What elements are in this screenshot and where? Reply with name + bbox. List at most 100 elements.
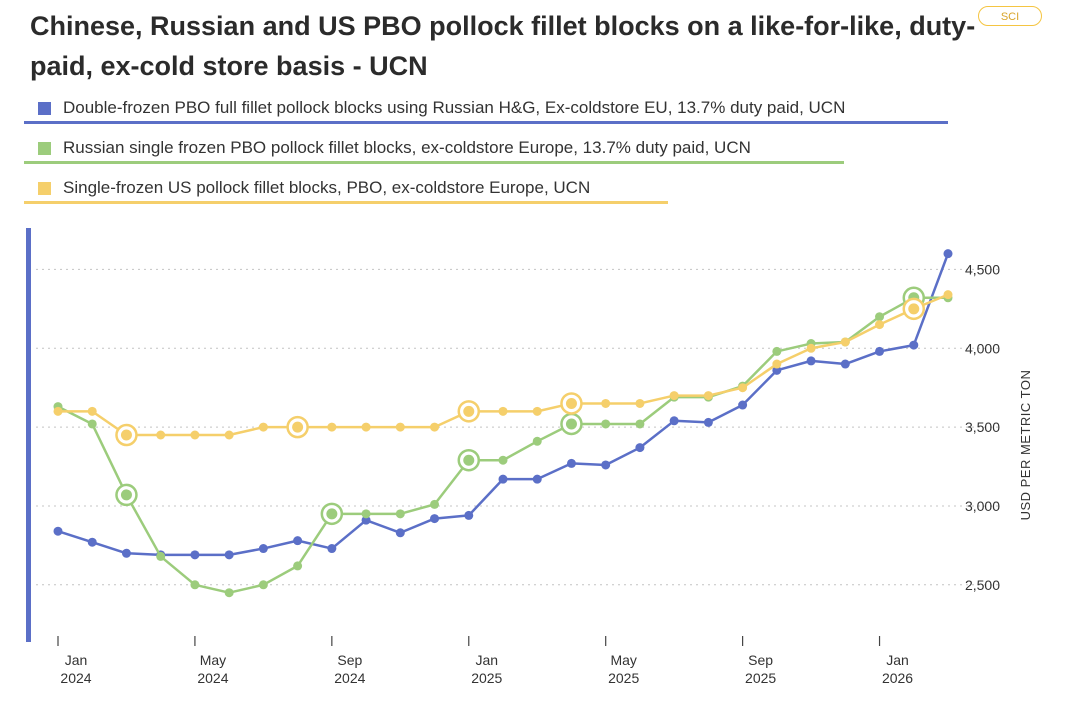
series-2-point[interactable] bbox=[224, 430, 234, 440]
series-2-point[interactable] bbox=[258, 422, 268, 432]
x-tick-label-year: 2024 bbox=[197, 670, 228, 686]
legend-swatch-green bbox=[38, 141, 51, 155]
legend-swatch-blue bbox=[38, 101, 51, 115]
series-0-point[interactable] bbox=[361, 515, 371, 525]
series-0-point[interactable] bbox=[190, 550, 200, 560]
series-0-point[interactable] bbox=[430, 514, 440, 524]
series-2-point[interactable] bbox=[292, 421, 304, 433]
y-tick-label: 4,500 bbox=[965, 261, 1000, 277]
x-tick-label-year: 2026 bbox=[882, 670, 913, 686]
series-1-point[interactable] bbox=[258, 580, 268, 590]
series-1-point[interactable] bbox=[395, 509, 405, 519]
series-2-point[interactable] bbox=[703, 391, 713, 401]
series-0-point[interactable] bbox=[53, 526, 63, 536]
chart-legend: Double-frozen PBO full fillet pollock bl… bbox=[24, 88, 964, 208]
series-1-point[interactable] bbox=[463, 454, 475, 466]
series-2-point[interactable] bbox=[806, 343, 816, 353]
legend-item-russian-single-frozen[interactable]: Russian single frozen PBO pollock fillet… bbox=[24, 128, 964, 168]
series-0-point[interactable] bbox=[224, 550, 234, 560]
series-2-point[interactable] bbox=[190, 430, 200, 440]
series-0-point[interactable] bbox=[293, 536, 303, 546]
series-2-point[interactable] bbox=[53, 406, 63, 416]
series-line-0[interactable] bbox=[57, 253, 950, 557]
series-1-point[interactable] bbox=[224, 588, 234, 598]
series-2-point[interactable] bbox=[156, 430, 166, 440]
series-1-point[interactable] bbox=[635, 419, 645, 429]
series-0-point[interactable] bbox=[498, 474, 508, 484]
series-1-point[interactable] bbox=[190, 580, 200, 590]
x-tick-label-year: 2025 bbox=[471, 670, 502, 686]
series-2-point[interactable] bbox=[565, 397, 577, 409]
series-2-point[interactable] bbox=[908, 303, 920, 315]
series-1-point[interactable] bbox=[601, 419, 611, 429]
x-tick-label-month: Sep bbox=[748, 652, 773, 668]
series-0-point[interactable] bbox=[532, 474, 542, 484]
series-0-point[interactable] bbox=[738, 400, 748, 410]
series-2-point[interactable] bbox=[532, 406, 542, 416]
series-2-point[interactable] bbox=[840, 337, 850, 347]
series-0-point[interactable] bbox=[806, 356, 816, 366]
series-0-point[interactable] bbox=[87, 537, 97, 547]
y-axis-title: USD PER METRIC TON bbox=[1018, 370, 1033, 521]
series-1-point[interactable] bbox=[120, 489, 132, 501]
sci-badge[interactable]: SCI bbox=[978, 6, 1042, 26]
series-2-point[interactable] bbox=[463, 405, 475, 417]
series-0-point[interactable] bbox=[703, 417, 713, 427]
series-0-point[interactable] bbox=[566, 458, 576, 468]
series-2-point[interactable] bbox=[635, 398, 645, 408]
series-1-point[interactable] bbox=[565, 418, 577, 430]
series-1-point[interactable] bbox=[875, 312, 885, 322]
series-2-point[interactable] bbox=[395, 422, 405, 432]
x-tick-label-month: May bbox=[610, 652, 636, 668]
series-0-point[interactable] bbox=[840, 359, 850, 369]
y-tick-label: 3,000 bbox=[965, 498, 1000, 514]
legend-underline bbox=[24, 121, 948, 124]
series-2-point[interactable] bbox=[875, 320, 885, 330]
series-1-point[interactable] bbox=[430, 499, 440, 509]
series-1-point[interactable] bbox=[532, 436, 542, 446]
series-1-point[interactable] bbox=[293, 561, 303, 571]
series-2-point[interactable] bbox=[943, 290, 953, 300]
series-1-point[interactable] bbox=[772, 346, 782, 356]
legend-label: Double-frozen PBO full fillet pollock bl… bbox=[63, 98, 846, 117]
legend-item-russian-double-frozen[interactable]: Double-frozen PBO full fillet pollock bl… bbox=[24, 88, 964, 128]
x-tick-label-month: Jan bbox=[475, 652, 498, 668]
series-2-point[interactable] bbox=[87, 406, 97, 416]
series-2-point[interactable] bbox=[361, 422, 371, 432]
series-0-point[interactable] bbox=[601, 460, 611, 470]
legend-swatch-yellow bbox=[38, 181, 51, 195]
x-tick-label-month: May bbox=[200, 652, 226, 668]
series-0-point[interactable] bbox=[772, 365, 782, 375]
series-2-point[interactable] bbox=[601, 398, 611, 408]
x-tick-label-year: 2025 bbox=[608, 670, 639, 686]
series-2-point[interactable] bbox=[669, 391, 679, 401]
series-0-point[interactable] bbox=[395, 528, 405, 538]
series-2-point[interactable] bbox=[738, 383, 748, 393]
series-0-point[interactable] bbox=[875, 346, 885, 356]
series-2-point[interactable] bbox=[327, 422, 337, 432]
legend-label: Single-frozen US pollock fillet blocks, … bbox=[63, 178, 591, 197]
legend-item-us-single-frozen[interactable]: Single-frozen US pollock fillet blocks, … bbox=[24, 168, 964, 208]
series-2-point[interactable] bbox=[120, 429, 132, 441]
series-0-point[interactable] bbox=[635, 443, 645, 453]
x-tick-label-year: 2024 bbox=[334, 670, 365, 686]
series-0-point[interactable] bbox=[464, 510, 474, 520]
x-tick-label-month: Jan bbox=[65, 652, 88, 668]
series-1-point[interactable] bbox=[326, 508, 338, 520]
series-1-point[interactable] bbox=[361, 509, 371, 519]
series-2-point[interactable] bbox=[772, 359, 782, 369]
series-1-point[interactable] bbox=[498, 455, 508, 465]
series-0-point[interactable] bbox=[258, 544, 268, 554]
x-tick-label-year: 2024 bbox=[60, 670, 91, 686]
series-2-point[interactable] bbox=[430, 422, 440, 432]
series-0-point[interactable] bbox=[909, 340, 919, 350]
left-accent-bar bbox=[26, 228, 31, 642]
series-1-point[interactable] bbox=[87, 419, 97, 429]
series-0-point[interactable] bbox=[121, 548, 131, 558]
series-0-point[interactable] bbox=[327, 544, 337, 554]
series-0-point[interactable] bbox=[669, 416, 679, 426]
series-1-point[interactable] bbox=[156, 551, 166, 561]
series-2-point[interactable] bbox=[498, 406, 508, 416]
series-0-point[interactable] bbox=[943, 249, 953, 259]
